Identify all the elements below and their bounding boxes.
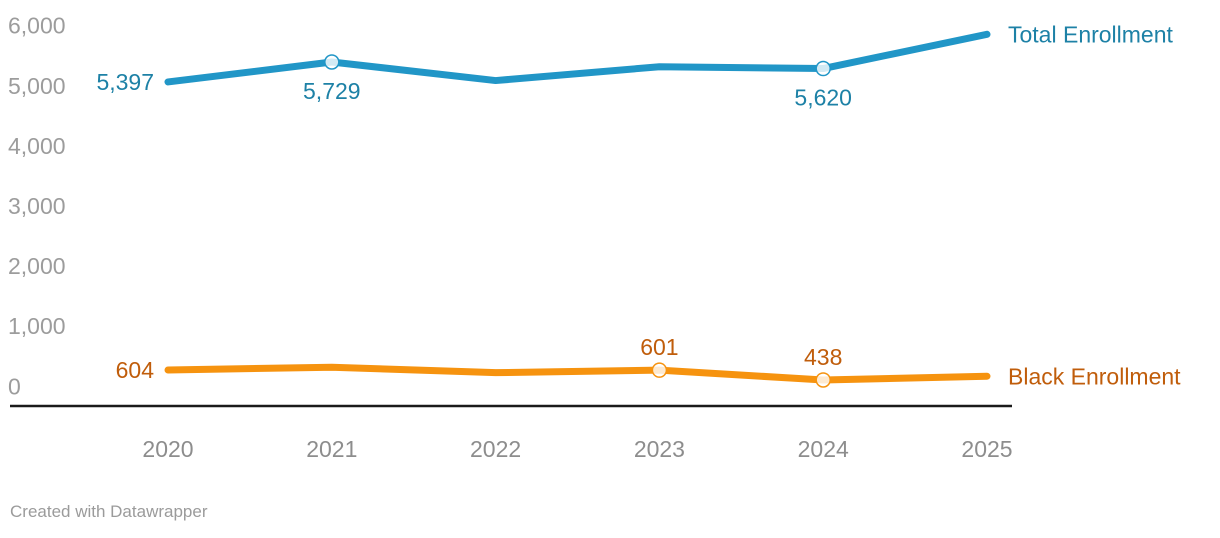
y-axis-tick-label: 0 <box>8 373 21 399</box>
y-axis-tick-label: 4,000 <box>8 133 66 159</box>
value-label-total-enrollment: 5,729 <box>303 78 361 104</box>
point-marker-total-enrollment[interactable] <box>815 60 831 77</box>
point-marker-total-enrollment[interactable] <box>324 54 340 70</box>
x-axis-tick-label: 2022 <box>470 436 521 462</box>
y-axis-tick-label: 5,000 <box>8 73 66 99</box>
x-axis-tick-label: 2023 <box>634 436 685 462</box>
x-axis-tick-label: 2025 <box>961 436 1012 462</box>
y-axis-tick-label: 2,000 <box>8 253 66 279</box>
y-axis-tick-label: 6,000 <box>8 13 66 39</box>
y-axis-tick-label: 1,000 <box>8 313 66 339</box>
point-marker-black-enrollment[interactable] <box>815 372 831 388</box>
value-label-total-enrollment: 5,397 <box>96 69 154 95</box>
y-axis-tick-label: 3,000 <box>8 193 66 219</box>
point-marker-black-enrollment[interactable] <box>651 362 668 378</box>
value-label-total-enrollment: 5,620 <box>794 85 852 111</box>
x-axis-tick-label: 2021 <box>306 436 357 462</box>
x-axis-tick-label: 2020 <box>142 436 193 462</box>
datawrapper-credit-link[interactable]: Created with Datawrapper <box>10 502 208 521</box>
series-line-black-enrollment[interactable] <box>164 363 991 384</box>
series-line-total-enrollment[interactable] <box>164 30 991 86</box>
value-label-black-enrollment: 438 <box>804 344 842 370</box>
legend-label-black-enrollment: Black Enrollment <box>1008 363 1181 389</box>
value-label-black-enrollment: 601 <box>640 334 678 360</box>
legend-label-total-enrollment: Total Enrollment <box>1008 21 1174 47</box>
value-label-black-enrollment: 604 <box>116 357 155 383</box>
x-axis-tick-label: 2024 <box>798 436 849 462</box>
